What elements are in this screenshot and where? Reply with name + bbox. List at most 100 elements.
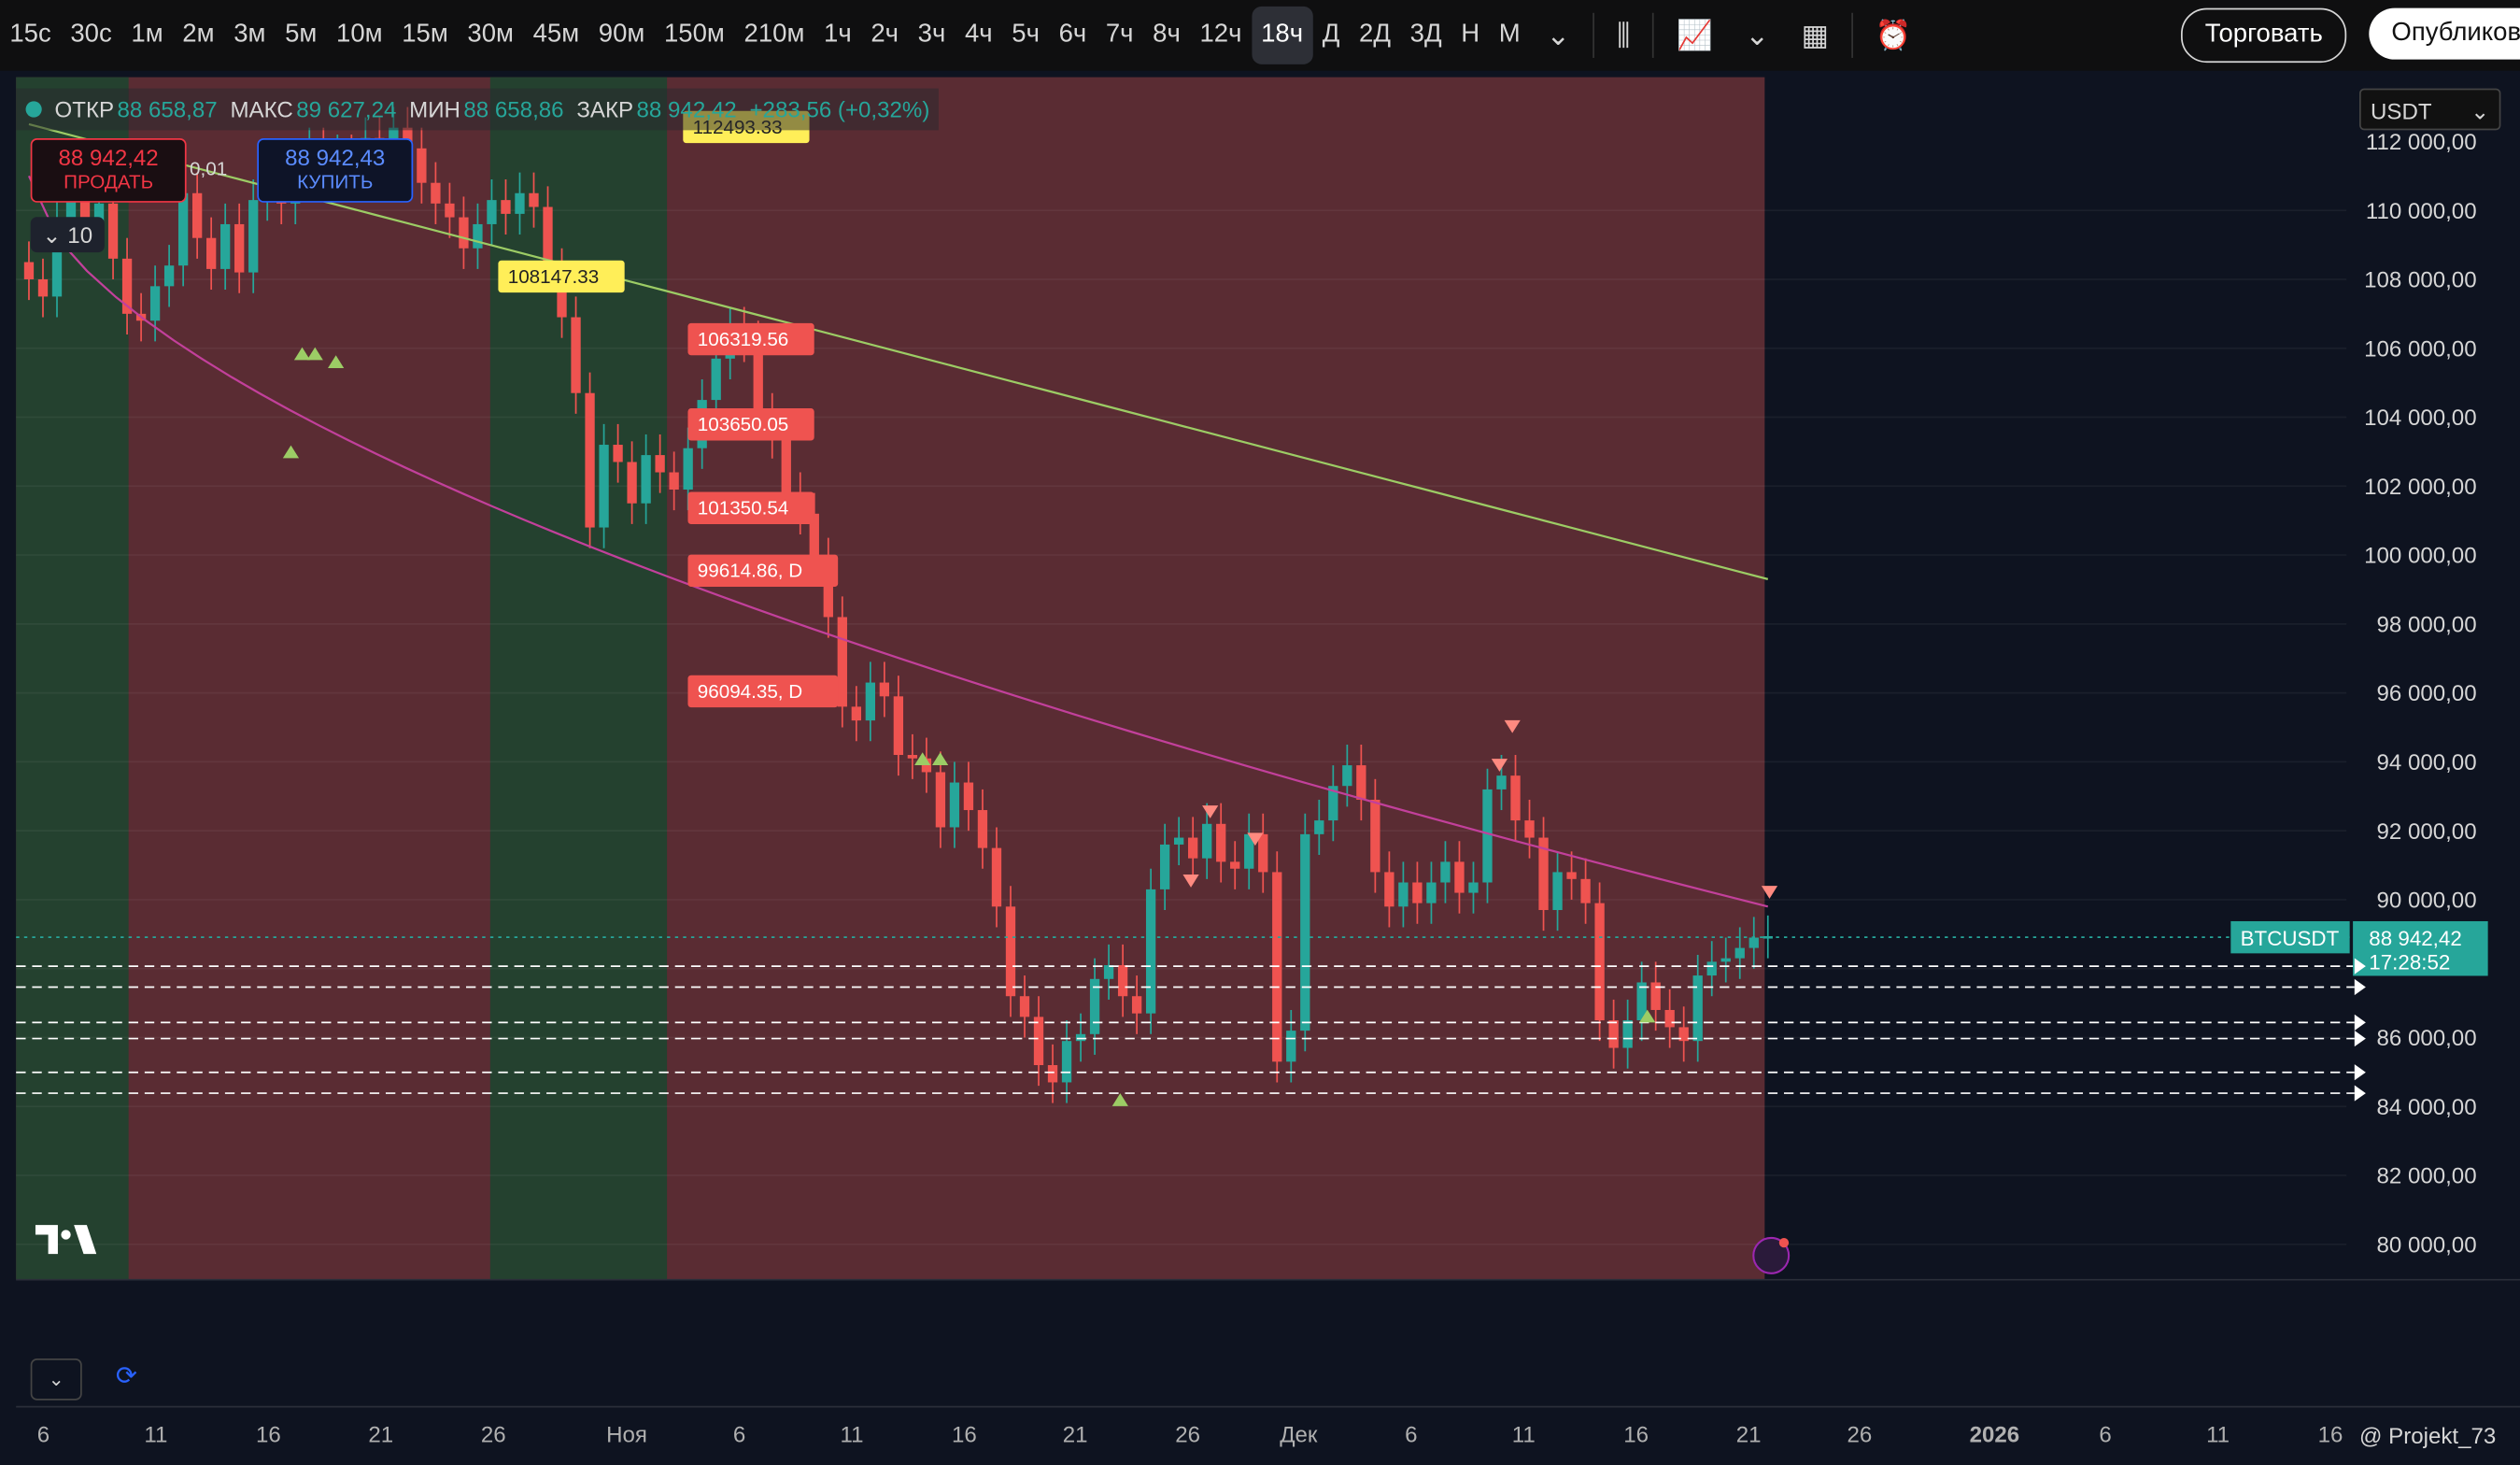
candle-body xyxy=(1061,1041,1072,1083)
timeframe-26[interactable]: Н xyxy=(1461,21,1480,49)
price-tick: 84 000,00 xyxy=(2376,1095,2476,1120)
candle-body xyxy=(163,265,175,287)
timeframe-1[interactable]: 30с xyxy=(70,21,112,49)
currency-select[interactable]: USDT ⌄ xyxy=(2358,88,2501,131)
candle-body xyxy=(669,472,679,490)
alert-icon[interactable]: ⏰ xyxy=(1875,18,1912,51)
candle-body xyxy=(781,437,791,493)
candle-body xyxy=(487,200,497,224)
timeframe-16[interactable]: 4ч xyxy=(964,21,993,49)
buy-marker-icon xyxy=(306,347,323,361)
candle-body xyxy=(1580,878,1591,903)
sell-button[interactable]: 88 942,42 ПРОДАТЬ xyxy=(30,137,187,203)
annotation-tag xyxy=(687,322,814,356)
candle-body xyxy=(935,772,946,828)
timeframe-3[interactable]: 2м xyxy=(182,21,215,49)
chevron-down-icon: ⌄ xyxy=(48,1368,64,1391)
timeframe-22[interactable]: 18ч xyxy=(1251,6,1313,64)
buy-marker-icon xyxy=(1111,1093,1128,1106)
candle-body xyxy=(1552,872,1563,911)
timeframe-10[interactable]: 90м xyxy=(598,21,645,49)
level-arrow-icon xyxy=(2354,1085,2366,1102)
time-tick: 16 xyxy=(2318,1422,2343,1447)
time-tick: 11 xyxy=(1512,1422,1536,1447)
price-tick: 94 000,00 xyxy=(2376,750,2476,775)
candle-body xyxy=(1720,958,1731,962)
timeframe-2[interactable]: 1м xyxy=(131,21,163,49)
candle-body xyxy=(1496,775,1507,789)
candle-body xyxy=(417,148,427,183)
timeframe-27[interactable]: М xyxy=(1498,21,1521,49)
timeframe-23[interactable]: Д xyxy=(1322,21,1340,49)
timeframe-8[interactable]: 30м xyxy=(467,21,514,49)
timeframe-9[interactable]: 45м xyxy=(532,21,580,49)
price-tick: 82 000,00 xyxy=(2376,1164,2476,1189)
timeframe-5[interactable]: 5м xyxy=(285,21,318,49)
timeframe-24[interactable]: 2Д xyxy=(1359,21,1391,49)
high-label: МАКС xyxy=(230,96,293,122)
candle-body xyxy=(1734,947,1745,959)
annotation-tag xyxy=(687,408,814,441)
candle-body xyxy=(1594,903,1605,1021)
candle-body xyxy=(1398,882,1409,907)
candle-body xyxy=(1706,961,1717,976)
timeframe-21[interactable]: 12ч xyxy=(1199,21,1242,49)
timeframe-20[interactable]: 8ч xyxy=(1153,21,1181,49)
candle-body xyxy=(543,206,553,269)
buy-zone-2 xyxy=(489,77,668,1280)
timeframe-11[interactable]: 150м xyxy=(663,21,725,49)
timeframe-7[interactable]: 15м xyxy=(402,21,448,49)
timeframe-15[interactable]: 3ч xyxy=(917,21,946,49)
layout-grid-icon[interactable]: ▦ xyxy=(1801,18,1829,51)
sell-marker-icon xyxy=(1761,886,1778,899)
timeframe-13[interactable]: 1ч xyxy=(824,21,852,49)
chevron-down-icon[interactable]: ⌄ xyxy=(1745,18,1770,51)
sell-zone xyxy=(16,77,1765,1280)
collapse-panel-button[interactable]: ⌄ xyxy=(30,1358,82,1401)
annotation-tag xyxy=(687,675,839,708)
trade-button[interactable]: Торговать xyxy=(2180,7,2347,64)
publish-button[interactable]: Опубликовать xyxy=(2369,7,2520,60)
low-label: МИН xyxy=(409,96,460,122)
countdown-value: 17:28:52 xyxy=(2369,951,2450,974)
timeframe-6[interactable]: 10м xyxy=(336,21,383,49)
buy-button[interactable]: 88 942,43 КУПИТЬ xyxy=(257,137,414,203)
candle-body xyxy=(1370,799,1380,873)
price-tick: 96 000,00 xyxy=(2376,681,2476,706)
candle-body xyxy=(1468,882,1479,893)
candle-body xyxy=(121,258,133,314)
candle-body xyxy=(205,237,217,269)
timeframe-12[interactable]: 210м xyxy=(743,21,805,49)
timeframe-14[interactable]: 2ч xyxy=(871,21,899,49)
timeframe-19[interactable]: 7ч xyxy=(1105,21,1134,49)
candle-body xyxy=(1005,906,1016,997)
candle-body xyxy=(907,755,918,759)
timeframe-0[interactable]: 15с xyxy=(9,21,51,49)
buy-zone-1 xyxy=(16,77,129,1280)
refresh-icon[interactable]: ⟳ xyxy=(115,1363,137,1391)
time-tick: 16 xyxy=(952,1422,977,1447)
candle-body xyxy=(613,445,623,462)
annotation-label: 106319.56 xyxy=(698,329,789,350)
change-value: +283,56 (+0,32%) xyxy=(749,96,930,122)
chevron-down-icon[interactable]: ⌄ xyxy=(1546,18,1571,51)
timeframe-18[interactable]: 6ч xyxy=(1058,21,1087,49)
candle-body xyxy=(191,192,203,238)
timeframe-25[interactable]: 3Д xyxy=(1409,21,1442,49)
status-dot-icon xyxy=(25,101,42,118)
sell-marker-icon xyxy=(1202,805,1219,818)
time-tick: 6 xyxy=(733,1422,745,1447)
toolbar-divider xyxy=(1851,12,1853,58)
attribution: @ Projekt_73 xyxy=(2358,1422,2497,1449)
candles-icon[interactable]: ⫼ xyxy=(1617,18,1631,51)
candle-body xyxy=(1033,1017,1044,1066)
candle-body xyxy=(1300,833,1310,1031)
time-tick: 6 xyxy=(1405,1422,1417,1447)
time-tick: 16 xyxy=(1623,1422,1649,1447)
spread-value: 0,01 xyxy=(190,157,228,180)
indicators-icon[interactable]: 📈 xyxy=(1677,18,1713,51)
timeframe-17[interactable]: 5ч xyxy=(1012,21,1040,49)
levels-toggle[interactable]: ⌄ 10 xyxy=(30,217,105,253)
timeframe-4[interactable]: 3м xyxy=(234,21,266,49)
